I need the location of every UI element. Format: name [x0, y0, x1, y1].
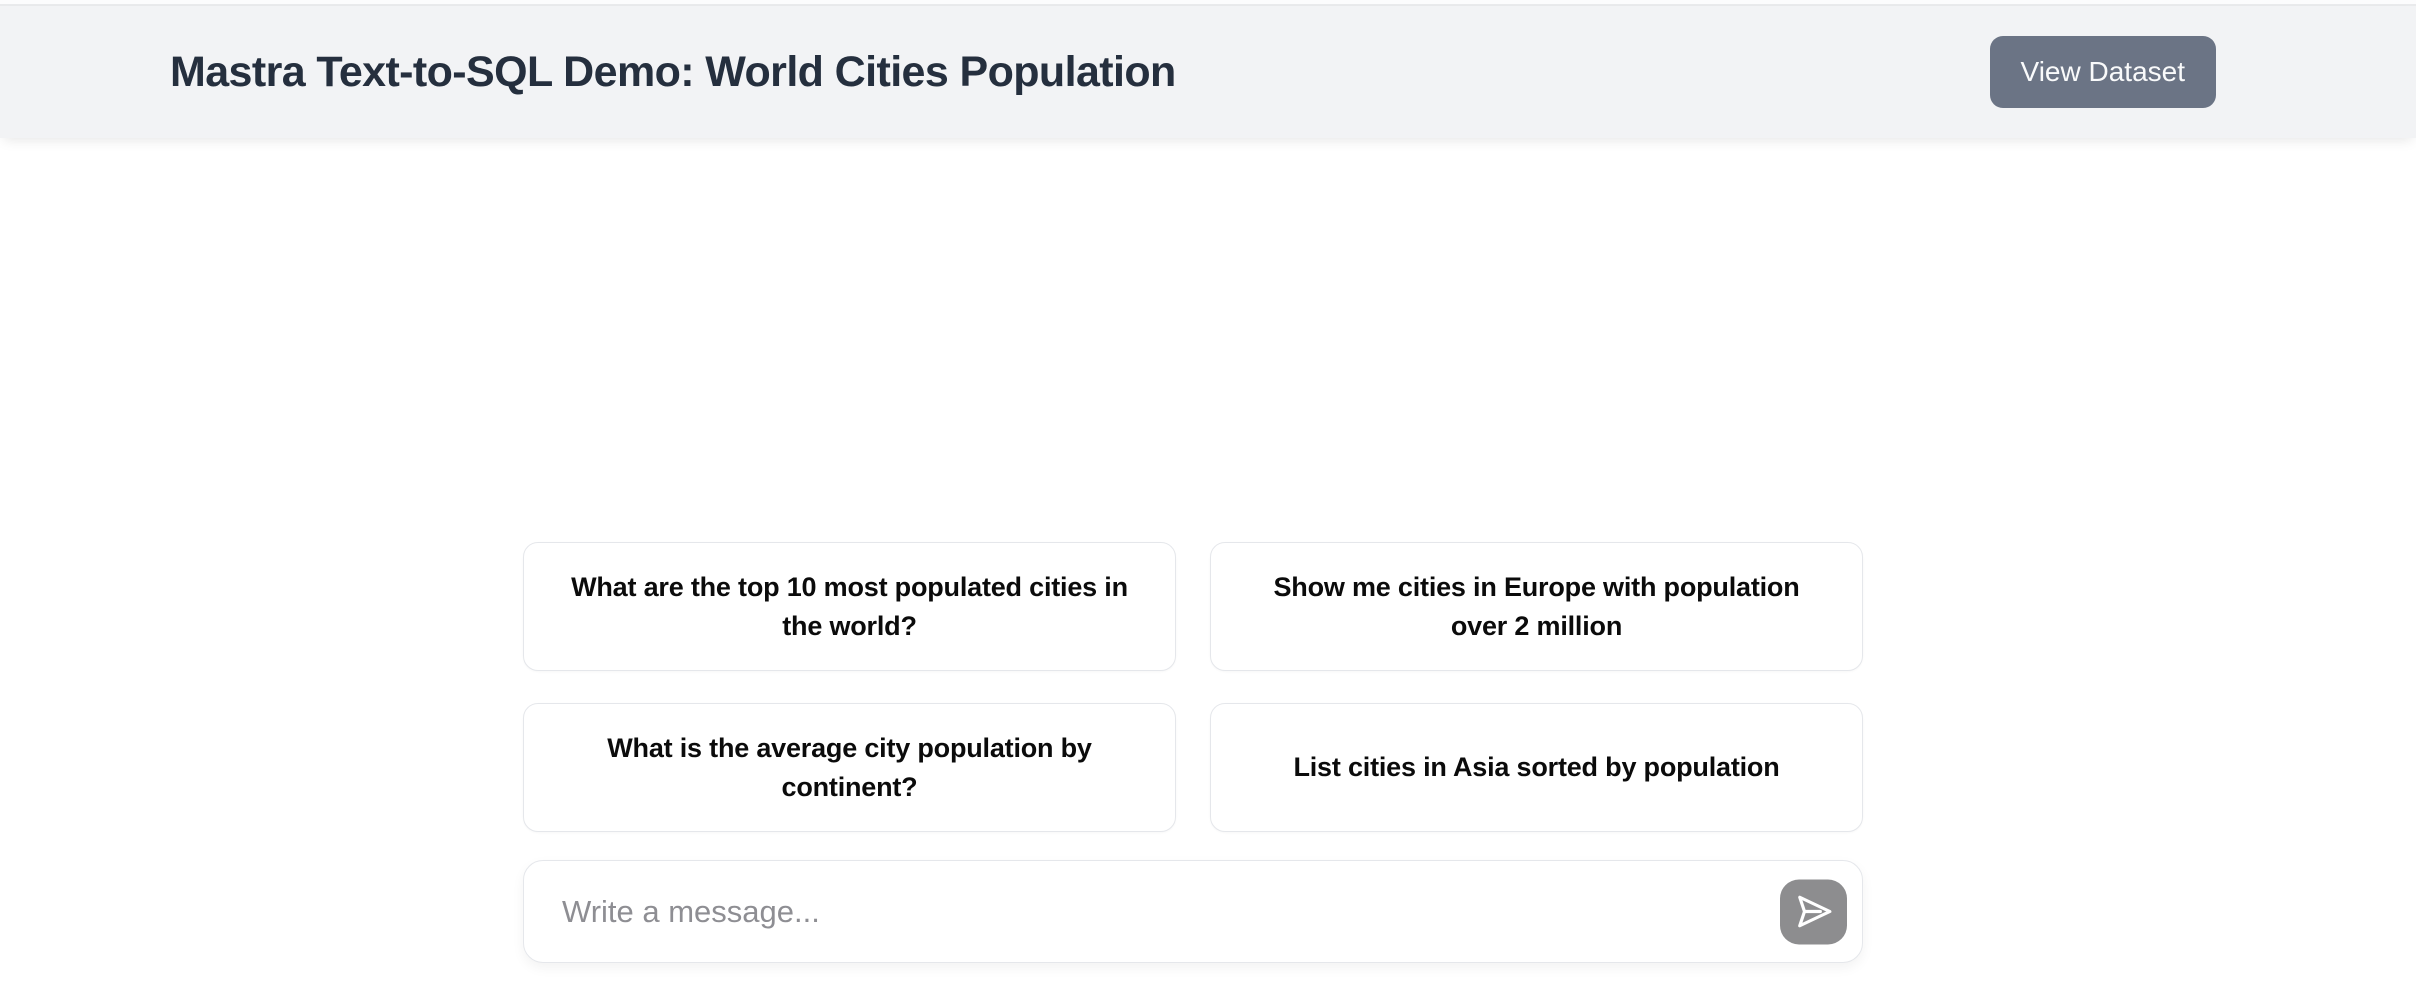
send-horizontal-icon [1797, 895, 1831, 928]
suggestion-line: the world? [782, 610, 917, 641]
chat-area: What are the top 10 most populated citie… [0, 138, 2416, 1000]
suggestion-line: What are the top 10 most populated citie… [571, 571, 1128, 602]
suggestion-line: List cities in Asia sorted by population [1293, 752, 1780, 782]
suggestion-card-average-by-continent[interactable]: What is the average city population by c… [523, 703, 1176, 832]
suggestion-card-top-cities[interactable]: What are the top 10 most populated citie… [523, 542, 1176, 671]
app-header: Mastra Text-to-SQL Demo: World Cities Po… [0, 6, 2416, 138]
suggestion-card-asia-sorted[interactable]: List cities in Asia sorted by population [1210, 703, 1863, 832]
page-title: Mastra Text-to-SQL Demo: World Cities Po… [170, 47, 1176, 96]
suggestion-line: What is the average city population by [607, 732, 1092, 763]
message-composer [523, 860, 1863, 963]
top-divider [0, 4, 2416, 6]
suggestion-line: continent? [781, 771, 918, 802]
suggestion-line: Show me cities in Europe with population [1273, 571, 1800, 602]
view-dataset-button[interactable]: View Dataset [1989, 36, 2216, 108]
suggestion-grid: What are the top 10 most populated citie… [523, 542, 1863, 832]
message-input[interactable] [524, 861, 1862, 962]
top-strip [0, 0, 2416, 4]
send-button[interactable] [1780, 879, 1847, 944]
suggestion-card-europe-population[interactable]: Show me cities in Europe with population… [1210, 542, 1863, 671]
suggestion-line: over 2 million [1450, 610, 1623, 641]
content-column: What are the top 10 most populated citie… [523, 542, 1863, 963]
